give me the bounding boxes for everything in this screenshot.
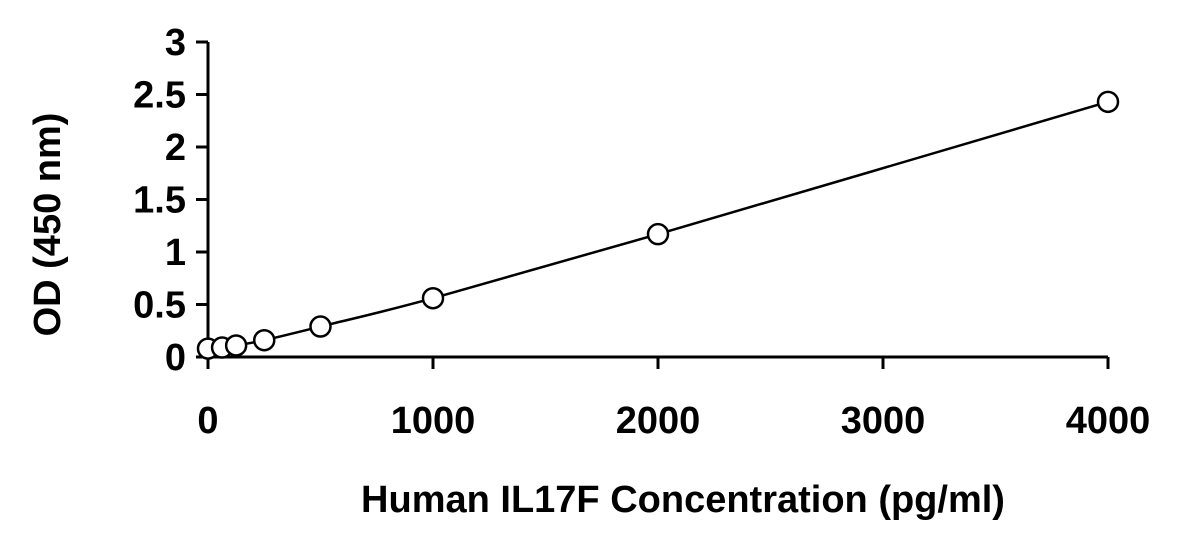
y-tick-label: 0.5 — [133, 285, 186, 327]
axes: 0 0.5 1 1.5 2 2.5 3 0 1000 2000 3000 4000 — [133, 22, 1150, 442]
data-point — [1096, 90, 1120, 114]
data-point — [646, 222, 670, 246]
data-point — [421, 286, 445, 310]
x-axis-title: Human IL17F Concentration (pg/ml) — [361, 479, 1005, 521]
x-tick-label: 2000 — [616, 400, 701, 442]
x-tick-label: 3000 — [841, 400, 926, 442]
y-tick-label: 1 — [165, 232, 186, 274]
data-point — [309, 315, 332, 338]
data-points — [196, 90, 1120, 360]
x-tick-label: 4000 — [1066, 400, 1151, 442]
y-tick-label: 3 — [165, 22, 186, 64]
x-tick-label: 0 — [197, 400, 218, 442]
y-tick-label: 2.5 — [133, 75, 186, 117]
y-tick-label: 0 — [165, 337, 186, 379]
data-point — [224, 334, 248, 357]
y-tick-label: 1.5 — [133, 180, 186, 222]
x-tick-label: 1000 — [391, 400, 476, 442]
data-point — [253, 328, 276, 352]
y-tick-label: 2 — [165, 127, 186, 169]
y-axis-title: OD (450 nm) — [27, 113, 69, 337]
